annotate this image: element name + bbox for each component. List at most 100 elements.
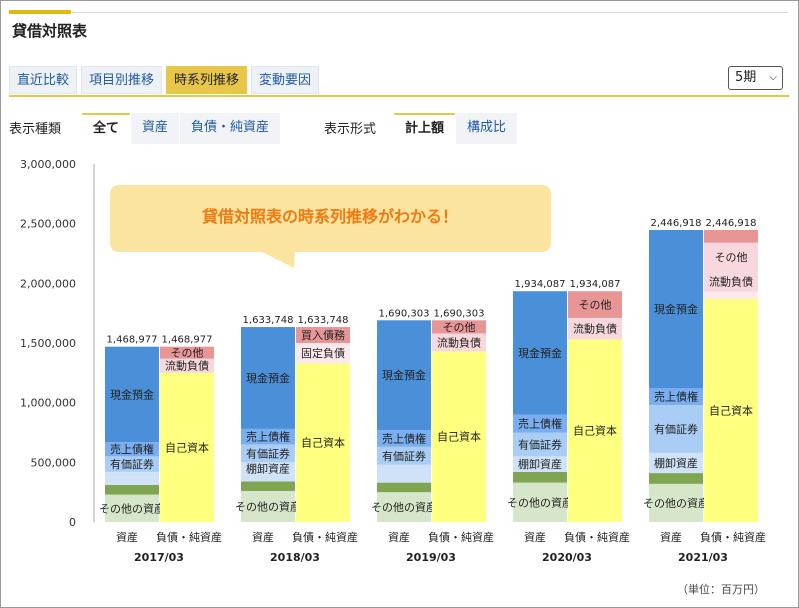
bar-segment [432,333,486,352]
bar-total-label: 1,633,748 [243,315,294,326]
bar-segment [568,317,622,340]
segment-label: 自己資本 [573,424,617,438]
bar-segment [241,462,295,475]
display-type-all[interactable]: 全て [82,113,131,144]
bar-segment [513,456,567,472]
tab-recent-comparison[interactable]: 直近比較 [9,66,78,94]
segment-label: 有価証券 [110,457,154,471]
bar-segment [296,327,350,343]
segment-label: 現金預金 [654,302,698,316]
display-type-group: 全て 資産 負債・純資産 [82,113,281,144]
chevron-down-icon: ⌵ [769,72,777,83]
period-group: その他の資産有価証券売上債権現金預金1,468,977自己資本流動負債その他1,… [99,335,222,564]
bar-segment [513,291,567,415]
display-type-assets[interactable]: 資産 [131,113,180,144]
segment-label: その他 [171,347,204,360]
segment-label: 有価証券 [518,437,562,451]
x-period-label: 2020/03 [542,551,592,564]
bar-total-label: 1,934,087 [570,279,621,290]
segment-label: 棚卸資産 [654,456,698,470]
display-format-amount[interactable]: 計上額 [394,113,456,144]
x-sub-label-liabilities: 負債・純資産 [292,530,358,544]
segment-label: 有価証券 [654,422,698,436]
x-sub-label-liabilities: 負債・純資産 [428,530,494,544]
bar-segment [105,442,159,457]
display-format-label: 表示形式 [324,122,377,137]
segment-label: 棚卸資産 [518,457,562,471]
bar-segment [296,363,350,522]
segment-label: その他 [715,251,748,264]
x-sub-label-assets: 資産 [524,531,546,544]
segment-label: 有価証券 [246,446,290,460]
bar-total-label: 1,468,977 [107,335,158,346]
tab-change-factors[interactable]: 変動要因 [251,66,320,94]
x-period-label: 2021/03 [678,551,728,564]
period-select[interactable]: 5期 ⌵ [728,66,783,90]
bar-segment [241,481,295,491]
x-sub-label-assets: 資産 [116,531,138,544]
segment-label: 自己資本 [709,403,753,417]
segment-label: その他 [443,321,476,334]
segment-label: 流動負債 [573,322,617,336]
y-tick-label: 2,500,000 [20,218,76,231]
segment-label: 流動負債 [709,275,753,289]
x-period-label: 2018/03 [270,551,320,564]
tab-item-trend[interactable]: 項目別推移 [81,66,163,94]
segment-label: 買入債務 [301,328,345,342]
bar-segment [568,291,622,318]
segment-label: 自己資本 [301,436,345,450]
bar-total-label: 1,934,087 [515,279,566,290]
segment-label: 有価証券 [382,449,426,463]
bar-segment [704,230,758,243]
bar-segment [160,372,214,522]
y-tick-label: 1,500,000 [20,337,76,350]
segment-label: 売上債権 [110,442,154,456]
bar-segment [513,432,567,457]
bar-segment [241,444,295,463]
bar-segment [296,343,350,364]
segment-label: 売上債権 [518,417,562,431]
page-title: 貸借対照表 [12,22,88,40]
bar-segment [704,291,758,299]
x-sub-label-assets: 資産 [660,531,682,544]
x-period-label: 2019/03 [406,551,456,564]
segment-label: その他の資産 [371,501,437,514]
bar-segment [649,388,703,406]
display-format-ratio[interactable]: 構成比 [456,113,518,144]
period-select-value: 5期 [735,70,757,85]
display-type-label: 表示種類 [9,122,62,137]
unit-note: （単位：百万円） [677,583,765,596]
segment-label: 売上債権 [654,390,698,404]
title-accent-bar [9,10,71,14]
view-tabs: 直近比較 項目別推移 時系列推移 変動要因 [9,66,320,94]
bars: その他の資産有価証券売上債権現金預金1,468,977自己資本流動負債その他1,… [99,218,766,564]
tab-time-series[interactable]: 時系列推移 [166,66,248,94]
bar-segment [241,490,295,522]
title-divider [71,12,788,13]
bar-segment [105,485,159,495]
segment-label: 流動負債 [437,335,481,349]
callout-shape [110,185,551,268]
y-tick-label: 2,000,000 [20,277,76,290]
bar-segment [105,494,159,522]
bar-segment [377,464,431,476]
bar-segment [241,474,295,482]
bar-segment [568,339,622,522]
bar-segment [704,242,758,272]
x-sub-label-liabilities: 負債・純資産 [700,530,766,544]
x-sub-label-assets: 資産 [388,531,410,544]
bar-segment [649,452,703,474]
bar-segment [377,320,431,431]
bar-segment [377,492,431,522]
bar-segment [160,346,214,359]
bar-segment [105,346,159,443]
display-type-liabilities-equity[interactable]: 負債・純資産 [180,113,281,144]
bar-segment [649,405,703,453]
x-period-label: 2017/03 [134,551,184,564]
y-tick-label: 0 [69,516,76,529]
segment-label: 現金預金 [382,368,426,382]
bar-segment [241,327,295,429]
